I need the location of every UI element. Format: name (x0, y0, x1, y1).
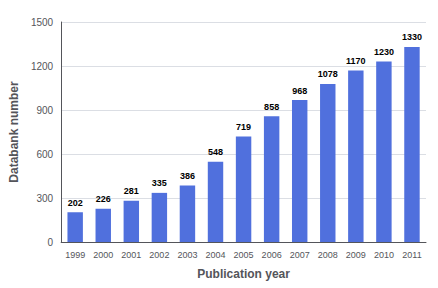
svg-text:2008: 2008 (318, 250, 338, 260)
svg-text:858: 858 (264, 102, 279, 112)
svg-text:600: 600 (36, 149, 53, 160)
svg-text:2004: 2004 (205, 250, 225, 260)
svg-text:2001: 2001 (121, 250, 141, 260)
svg-text:Publication year: Publication year (197, 267, 290, 281)
svg-text:2006: 2006 (262, 250, 282, 260)
svg-text:2003: 2003 (177, 250, 197, 260)
svg-text:1999: 1999 (65, 250, 85, 260)
svg-text:900: 900 (36, 105, 53, 116)
svg-text:968: 968 (292, 86, 307, 96)
svg-text:2002: 2002 (149, 250, 169, 260)
svg-text:281: 281 (124, 186, 139, 196)
svg-text:1078: 1078 (318, 69, 338, 79)
svg-text:1230: 1230 (374, 47, 394, 57)
svg-text:1330: 1330 (402, 32, 422, 42)
svg-text:202: 202 (68, 198, 83, 208)
svg-text:1170: 1170 (346, 56, 366, 66)
svg-text:300: 300 (36, 193, 53, 204)
svg-text:0: 0 (48, 237, 54, 248)
svg-text:2011: 2011 (402, 250, 421, 260)
svg-text:226: 226 (96, 194, 111, 204)
svg-text:2005: 2005 (234, 250, 254, 260)
svg-text:Databank number: Databank number (7, 81, 21, 183)
svg-text:2010: 2010 (374, 250, 394, 260)
svg-text:548: 548 (208, 147, 223, 157)
svg-text:386: 386 (180, 171, 195, 181)
svg-text:335: 335 (152, 178, 167, 188)
svg-text:2007: 2007 (290, 250, 310, 260)
svg-text:2000: 2000 (93, 250, 113, 260)
svg-text:2009: 2009 (346, 250, 366, 260)
svg-text:1200: 1200 (31, 61, 54, 72)
svg-text:719: 719 (236, 122, 251, 132)
svg-text:1500: 1500 (31, 17, 54, 28)
